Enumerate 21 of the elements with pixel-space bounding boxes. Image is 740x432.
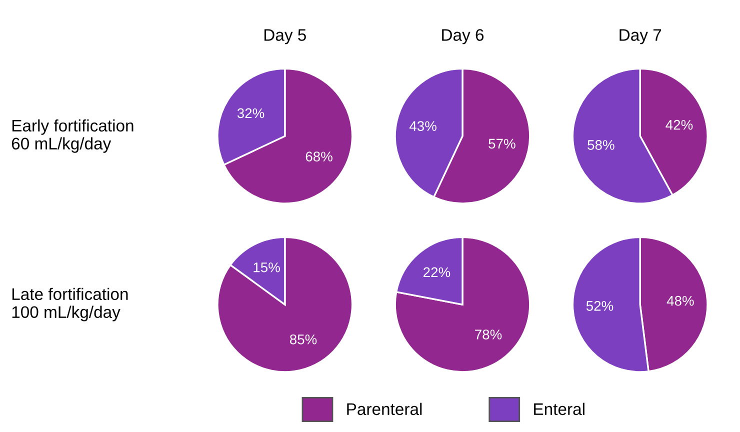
legend-label: Parenteral (347, 402, 422, 416)
chart-title: Day 7 (620, 29, 662, 44)
data-label: 15% (254, 262, 280, 272)
data-label: 42% (666, 120, 693, 130)
pie-slice (216, 236, 354, 373)
data-label: 32% (237, 108, 264, 118)
data-label: 68% (306, 152, 332, 162)
legend-label: Enteral (534, 402, 584, 416)
data-label: 57% (488, 138, 516, 149)
data-label: 78% (475, 330, 502, 340)
data-label: 58% (588, 140, 614, 150)
text: Early fortification 60 mL/kg/day (12, 119, 134, 153)
chart-title: Day 5 (264, 29, 306, 44)
text: Late fortification 100 mL/kg/day (12, 288, 128, 322)
data-label: 48% (666, 296, 694, 306)
data-label: 22% (424, 267, 450, 278)
data-label: 85% (290, 334, 317, 344)
chart-title: Day 6 (442, 29, 484, 44)
pie-slice (394, 236, 531, 373)
data-label: 43% (409, 121, 436, 131)
data-label: 52% (586, 300, 614, 311)
